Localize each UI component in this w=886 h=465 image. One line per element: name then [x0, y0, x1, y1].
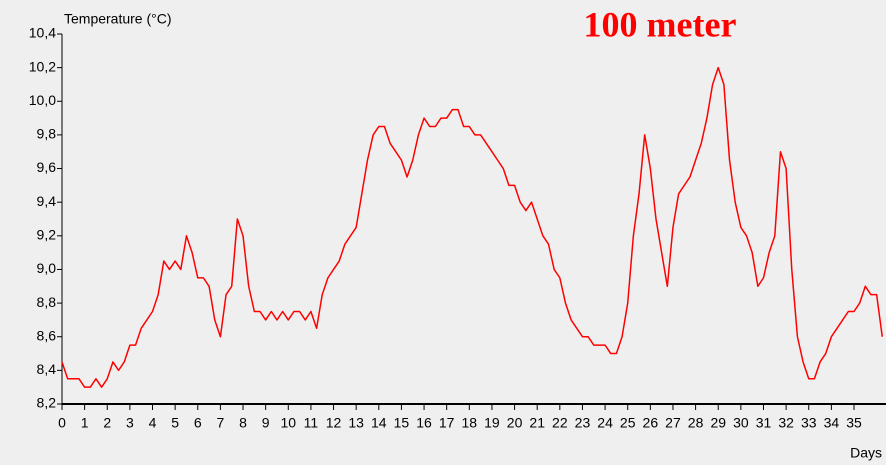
x-tick-label: 13 — [348, 415, 364, 431]
x-tick-label: 0 — [58, 415, 66, 431]
x-tick-label: 26 — [643, 415, 659, 431]
x-tick-label: 22 — [552, 415, 568, 431]
x-tick-label: 21 — [529, 415, 545, 431]
x-tick-label: 24 — [597, 415, 613, 431]
x-tick-label: 19 — [484, 415, 500, 431]
y-tick-label: 9,8 — [37, 126, 57, 142]
x-axis-label: Days — [850, 445, 882, 461]
y-tick-label: 9,0 — [37, 260, 57, 276]
x-tick-label: 1 — [81, 415, 89, 431]
y-tick-label: 9,4 — [37, 193, 57, 209]
y-tick-label: 10,4 — [29, 25, 56, 41]
x-tick-label: 34 — [824, 415, 840, 431]
chart-title: 100 meter — [584, 4, 737, 44]
x-tick-label: 25 — [620, 415, 636, 431]
x-tick-label: 10 — [280, 415, 296, 431]
y-tick-label: 8,2 — [37, 395, 57, 411]
x-tick-label: 2 — [103, 415, 111, 431]
x-tick-label: 18 — [462, 415, 478, 431]
x-tick-label: 27 — [665, 415, 681, 431]
y-tick-label: 10,0 — [29, 92, 56, 108]
x-tick-label: 9 — [262, 415, 270, 431]
x-tick-label: 5 — [171, 415, 179, 431]
x-tick-label: 28 — [688, 415, 704, 431]
y-tick-label: 9,6 — [37, 159, 57, 175]
x-tick-label: 6 — [194, 415, 202, 431]
x-tick-label: 14 — [371, 415, 387, 431]
x-tick-label: 15 — [394, 415, 410, 431]
x-tick-label: 35 — [846, 415, 862, 431]
x-tick-label: 8 — [239, 415, 247, 431]
y-tick-label: 8,4 — [37, 361, 57, 377]
x-tick-label: 29 — [710, 415, 726, 431]
x-tick-label: 16 — [416, 415, 432, 431]
x-tick-label: 30 — [733, 415, 749, 431]
x-tick-label: 20 — [507, 415, 523, 431]
y-tick-label: 8,6 — [37, 327, 57, 343]
x-tick-label: 12 — [326, 415, 342, 431]
x-tick-label: 17 — [439, 415, 455, 431]
x-tick-label: 3 — [126, 415, 134, 431]
y-axis-label: Temperature (°C) — [64, 11, 172, 27]
x-tick-label: 31 — [756, 415, 772, 431]
x-tick-label: 23 — [575, 415, 591, 431]
x-tick-label: 4 — [149, 415, 157, 431]
y-tick-label: 10,2 — [29, 58, 56, 74]
data-line — [61, 66, 884, 388]
x-tick-label: 7 — [217, 415, 225, 431]
x-tick-label: 33 — [801, 415, 817, 431]
x-tick-label: 11 — [304, 415, 319, 431]
y-tick-label: 8,8 — [37, 294, 57, 310]
x-tick-label: 32 — [778, 415, 794, 431]
y-tick-label: 9,2 — [37, 227, 57, 243]
